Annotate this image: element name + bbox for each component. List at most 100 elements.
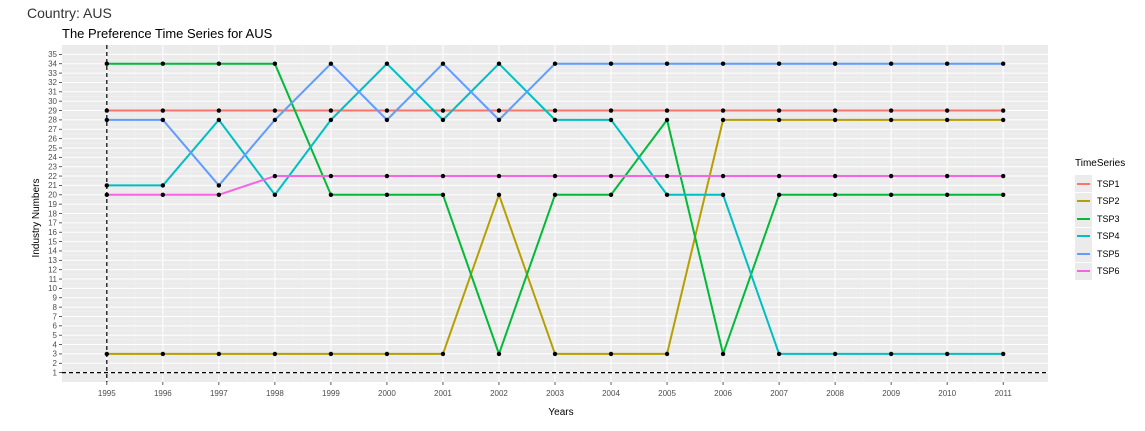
x-tick-label: 2005 [658,389,676,398]
data-point-tsp6 [832,173,838,179]
data-point-tsp5 [384,117,390,123]
data-point-tsp3 [664,117,670,123]
data-point-tsp6 [216,192,222,197]
legend-title: TimeSeries [1075,158,1126,169]
data-point-tsp4 [272,192,278,197]
legend-key [1075,210,1092,228]
legend-key [1075,227,1092,245]
y-tick-label: 33 [48,69,57,78]
data-point-tsp5 [664,61,670,66]
series-points [104,61,1006,357]
y-tick-label: 6 [53,322,58,331]
data-point-tsp6 [272,173,278,179]
legend-item-tsp3: TSP3 [1075,210,1125,228]
data-point-tsp1 [720,108,726,113]
data-point-tsp5 [216,183,222,188]
x-tick-label: 2009 [882,389,900,398]
data-point-tsp3 [1000,192,1006,197]
data-point-tsp6 [104,192,110,197]
data-point-tsp1 [1000,108,1006,113]
data-point-tsp2 [888,117,894,123]
legend-swatch [1077,235,1090,238]
data-point-tsp3 [272,61,278,66]
legend-item-tsp4: TSP4 [1075,227,1125,246]
data-point-tsp2 [608,351,614,357]
data-point-tsp6 [608,173,614,179]
data-point-tsp2 [552,351,558,357]
data-point-tsp5 [440,61,446,66]
data-point-tsp3 [608,192,614,197]
data-point-tsp6 [888,173,894,179]
data-point-tsp6 [552,173,558,179]
x-tick-label: 2004 [602,389,620,398]
y-tick-label: 31 [48,88,57,97]
y-tick-label: 27 [48,125,57,134]
data-point-tsp4 [160,183,166,188]
data-point-tsp1 [160,108,166,113]
y-tick-label: 7 [53,312,58,321]
y-tick-label: 17 [48,219,57,228]
legend-item-tsp1: TSP1 [1075,175,1125,193]
x-tick-label: 2006 [714,389,732,398]
legend-key [1075,245,1092,263]
data-point-tsp3 [776,192,782,197]
data-point-tsp1 [496,108,502,113]
data-point-tsp4 [832,351,838,357]
data-point-tsp2 [776,117,782,123]
legend-label: TSP3 [1097,213,1120,224]
legend-items: TSP1 TSP2 TSP3 TSP4 TSP5 TSP6 [1075,175,1125,280]
data-point-tsp5 [720,61,726,66]
data-point-tsp1 [384,108,390,113]
y-tick-label: 13 [48,256,57,265]
data-point-tsp6 [1000,173,1006,179]
x-tick-label: 2010 [938,389,956,398]
legend-item-tsp5: TSP5 [1075,245,1125,263]
data-point-tsp3 [384,192,390,197]
data-point-tsp4 [888,351,894,357]
y-tick-label: 28 [48,116,57,125]
data-point-tsp6 [720,173,726,179]
data-point-tsp1 [664,108,670,113]
data-point-tsp2 [216,351,222,357]
data-point-tsp3 [888,192,894,197]
data-point-tsp2 [1000,117,1006,123]
data-point-tsp1 [216,108,222,113]
y-tick-label: 22 [48,172,57,181]
y-tick-label: 29 [48,106,57,115]
data-point-tsp3 [440,192,446,197]
data-point-tsp4 [1000,351,1006,357]
data-point-tsp1 [832,108,838,113]
data-point-tsp4 [720,192,726,197]
data-point-tsp5 [272,117,278,123]
chart-title: The Preference Time Series for AUS [62,26,273,41]
data-point-tsp4 [664,192,670,197]
x-axis: 1995 1996 1997 1998 1999 2000 2001 2002 2003 2004… [98,382,1012,398]
y-tick-label: 3 [53,350,58,359]
data-point-tsp3 [216,61,222,66]
data-point-tsp3 [496,351,502,357]
x-tick-label: 2011 [995,389,1013,398]
x-tick-label: 1996 [154,389,172,398]
y-tick-label: 18 [48,209,57,218]
legend-swatch [1077,270,1090,273]
x-tick-label: 1995 [98,389,116,398]
y-tick-label: 35 [48,50,57,59]
data-point-tsp1 [440,108,446,113]
legend-label: TSP4 [1097,231,1120,242]
y-tick-label: 5 [53,331,58,340]
data-point-tsp5 [776,61,782,66]
data-point-tsp2 [160,351,166,357]
data-point-tsp4 [384,61,390,66]
data-point-tsp2 [328,351,334,357]
legend-key [1075,192,1092,210]
data-point-tsp5 [328,61,334,66]
data-point-tsp4 [552,117,558,123]
data-point-tsp5 [608,61,614,66]
data-point-tsp5 [104,117,110,123]
y-tick-label: 26 [48,134,57,143]
data-point-tsp3 [104,61,110,66]
reference-lines [62,45,1048,382]
data-point-tsp1 [888,108,894,113]
data-point-tsp5 [1000,61,1006,66]
y-tick-label: 32 [48,78,57,87]
